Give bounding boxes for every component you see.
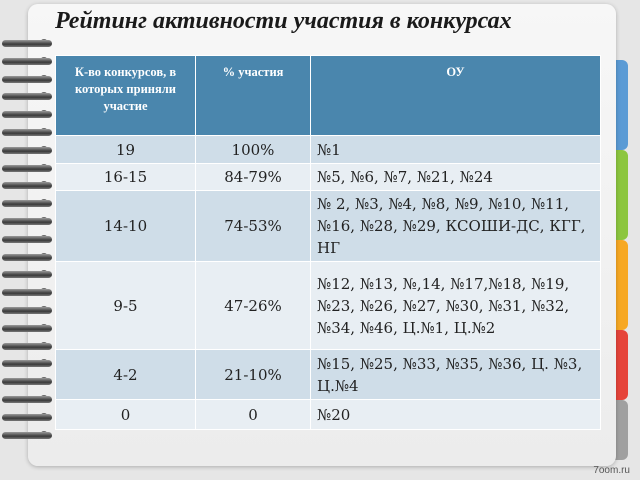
header-row: К-во конкурсов, в которых приняли участи… <box>55 55 601 136</box>
ring <box>2 182 52 190</box>
table-cell: №5, №6, №7, №21, №24 <box>310 163 601 191</box>
ring <box>2 253 52 261</box>
table-row: 9-5 47-26% №12, №13, №,14, №17,№18, №19, №… <box>55 261 601 350</box>
table-cell: 21-10% <box>195 349 311 400</box>
ring <box>2 40 52 47</box>
table-row: 0 0 №20 <box>55 399 601 430</box>
ring <box>2 146 52 154</box>
ring <box>2 200 52 208</box>
title: Рейтинг активности участия в конкурсах <box>55 8 512 34</box>
table-cell: 0 <box>55 399 196 430</box>
table-cell: 14-10 <box>55 190 196 262</box>
watermark: 7oom.ru <box>593 465 630 476</box>
table-cell: № 2, №3, №4, №8, №9, №10, №11, №16, №28,… <box>310 190 601 262</box>
table-cell: №12, №13, №,14, №17,№18, №19, №23, №26, … <box>310 261 601 350</box>
ring <box>2 289 52 297</box>
tab-orange <box>612 240 628 330</box>
table-row: 4-2 21-10% №15, №25, №33, №35, №36, Ц. №3,… <box>55 349 601 400</box>
table-row: 19 100% №1 <box>55 135 601 164</box>
table-cell: 19 <box>55 135 196 164</box>
header-cell: К-во конкурсов, в которых приняли участи… <box>55 55 196 136</box>
table-cell: 16-15 <box>55 163 196 191</box>
table-cell: №1 <box>310 135 601 164</box>
header-cell: ОУ <box>310 55 601 136</box>
tab-red <box>612 330 628 400</box>
ring <box>2 111 52 119</box>
tab-blue <box>612 60 628 150</box>
ring <box>2 129 52 136</box>
ring <box>2 93 52 101</box>
ring <box>2 307 52 314</box>
ring <box>2 235 52 243</box>
ring <box>2 271 52 279</box>
ring <box>2 218 52 225</box>
table-cell: 4-2 <box>55 349 196 400</box>
table-cell: 84-79% <box>195 163 311 191</box>
table-cell: 0 <box>195 399 311 430</box>
table-row: 16-15 84-79% №5, №6, №7, №21, №24 <box>55 163 601 191</box>
tab-gray <box>612 400 628 460</box>
tab-green <box>612 150 628 240</box>
ring <box>2 75 52 83</box>
ring <box>2 413 52 421</box>
ring <box>2 164 52 172</box>
table-cell: 74-53% <box>195 190 311 262</box>
ring <box>2 342 52 350</box>
table-cell: 9-5 <box>55 261 196 350</box>
header-cell: % участия <box>195 55 311 136</box>
table-row: 14-10 74-53% № 2, №3, №4, №8, №9, №10, №11… <box>55 190 601 262</box>
ring <box>2 360 52 368</box>
table-cell: №15, №25, №33, №35, №36, Ц. №3, Ц.№4 <box>310 349 601 400</box>
table-cell: 100% <box>195 135 311 164</box>
ring <box>2 396 52 403</box>
table: К-во конкурсов, в которых приняли участи… <box>55 55 601 430</box>
ring <box>2 324 52 332</box>
ring <box>2 378 52 386</box>
ring <box>2 57 52 65</box>
ring <box>2 431 52 439</box>
table-cell: 47-26% <box>195 261 311 350</box>
table-cell: №20 <box>310 399 601 430</box>
